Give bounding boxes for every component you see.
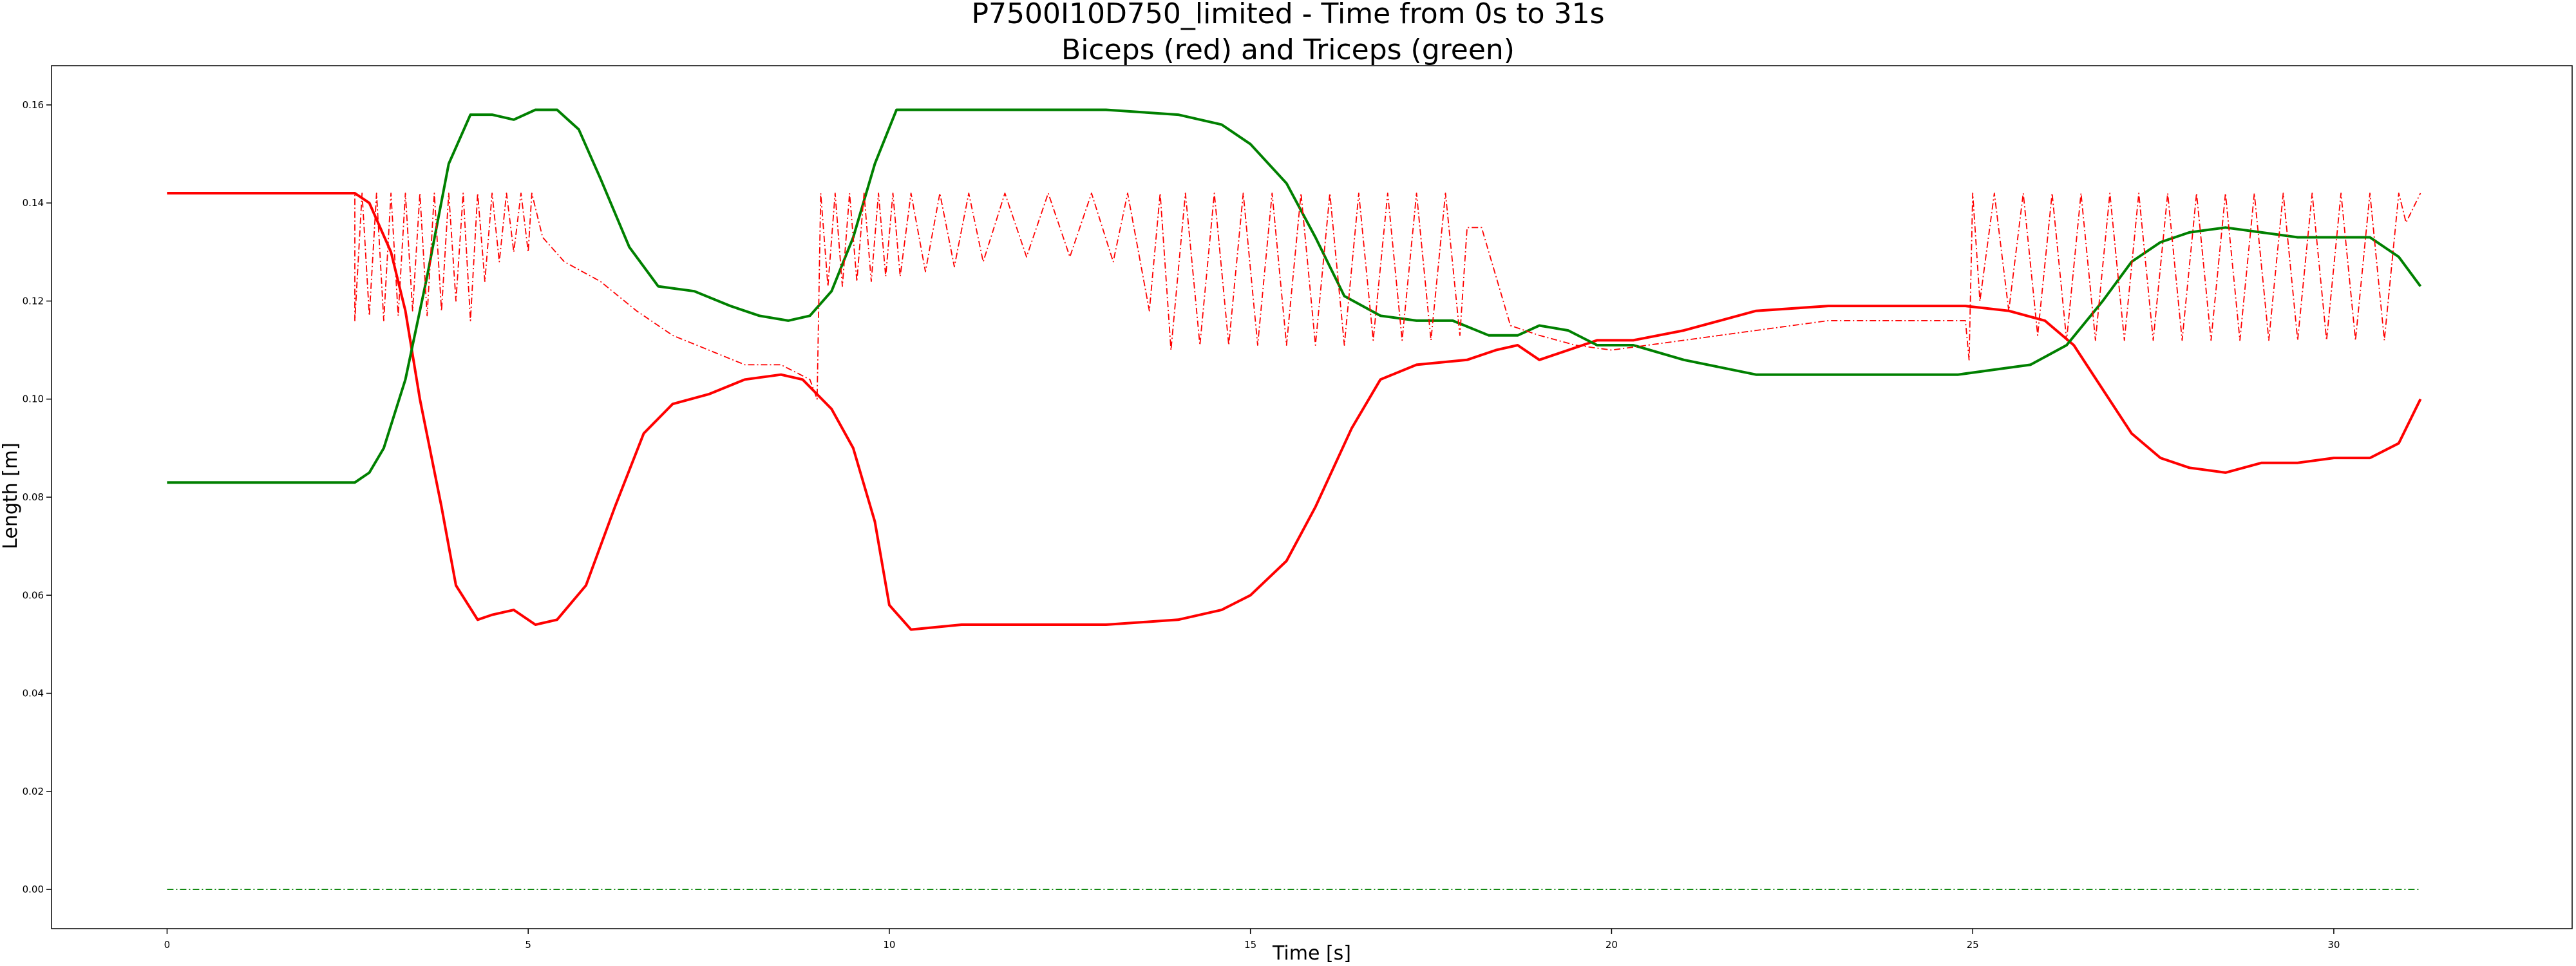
x-tick-label: 15 xyxy=(1244,939,1256,951)
series-line-biceps-length xyxy=(167,192,2422,631)
series-line-biceps-dashdot xyxy=(167,193,2421,400)
y-tick-label: 0.04 xyxy=(23,688,44,699)
x-tick-label: 10 xyxy=(883,939,895,951)
plot-frame xyxy=(51,65,2573,929)
y-tick-label: 0.02 xyxy=(23,786,44,797)
plot-area: 0 5 10 15 20 25 30 0.00 0.02 0.04 0.06 0.08 0.10 0.1… xyxy=(23,65,2573,951)
series-layer xyxy=(167,108,2422,890)
y-tick-label: 0.08 xyxy=(23,491,44,503)
chart-subtitle: Biceps (red) and Triceps (green) xyxy=(1061,33,1515,66)
y-tick-label: 0.14 xyxy=(23,197,44,209)
y-axis-label: Length [m] xyxy=(0,442,22,549)
y-tick-label: 0.00 xyxy=(23,884,44,895)
series-line-triceps-length xyxy=(167,108,2422,484)
x-tick-label: 30 xyxy=(2327,939,2340,951)
x-tick-label: 5 xyxy=(525,939,531,951)
y-tick-label: 0.12 xyxy=(23,295,44,307)
x-tick-label: 0 xyxy=(164,939,171,951)
x-tick-label: 25 xyxy=(1967,939,1979,951)
x-tick-label: 20 xyxy=(1605,939,1618,951)
y-tick-label: 0.06 xyxy=(23,589,44,601)
y-axis: 0.00 0.02 0.04 0.06 0.08 0.10 0.12 0.14 0.16 xyxy=(23,99,52,895)
x-axis-label: Time [s] xyxy=(1272,942,1351,965)
y-tick-label: 0.16 xyxy=(23,99,44,111)
y-tick-label: 0.10 xyxy=(23,393,44,405)
chart-title: P7500I10D750_limited - Time from 0s to 3… xyxy=(972,0,1605,30)
x-axis: 0 5 10 15 20 25 30 xyxy=(164,929,2340,951)
